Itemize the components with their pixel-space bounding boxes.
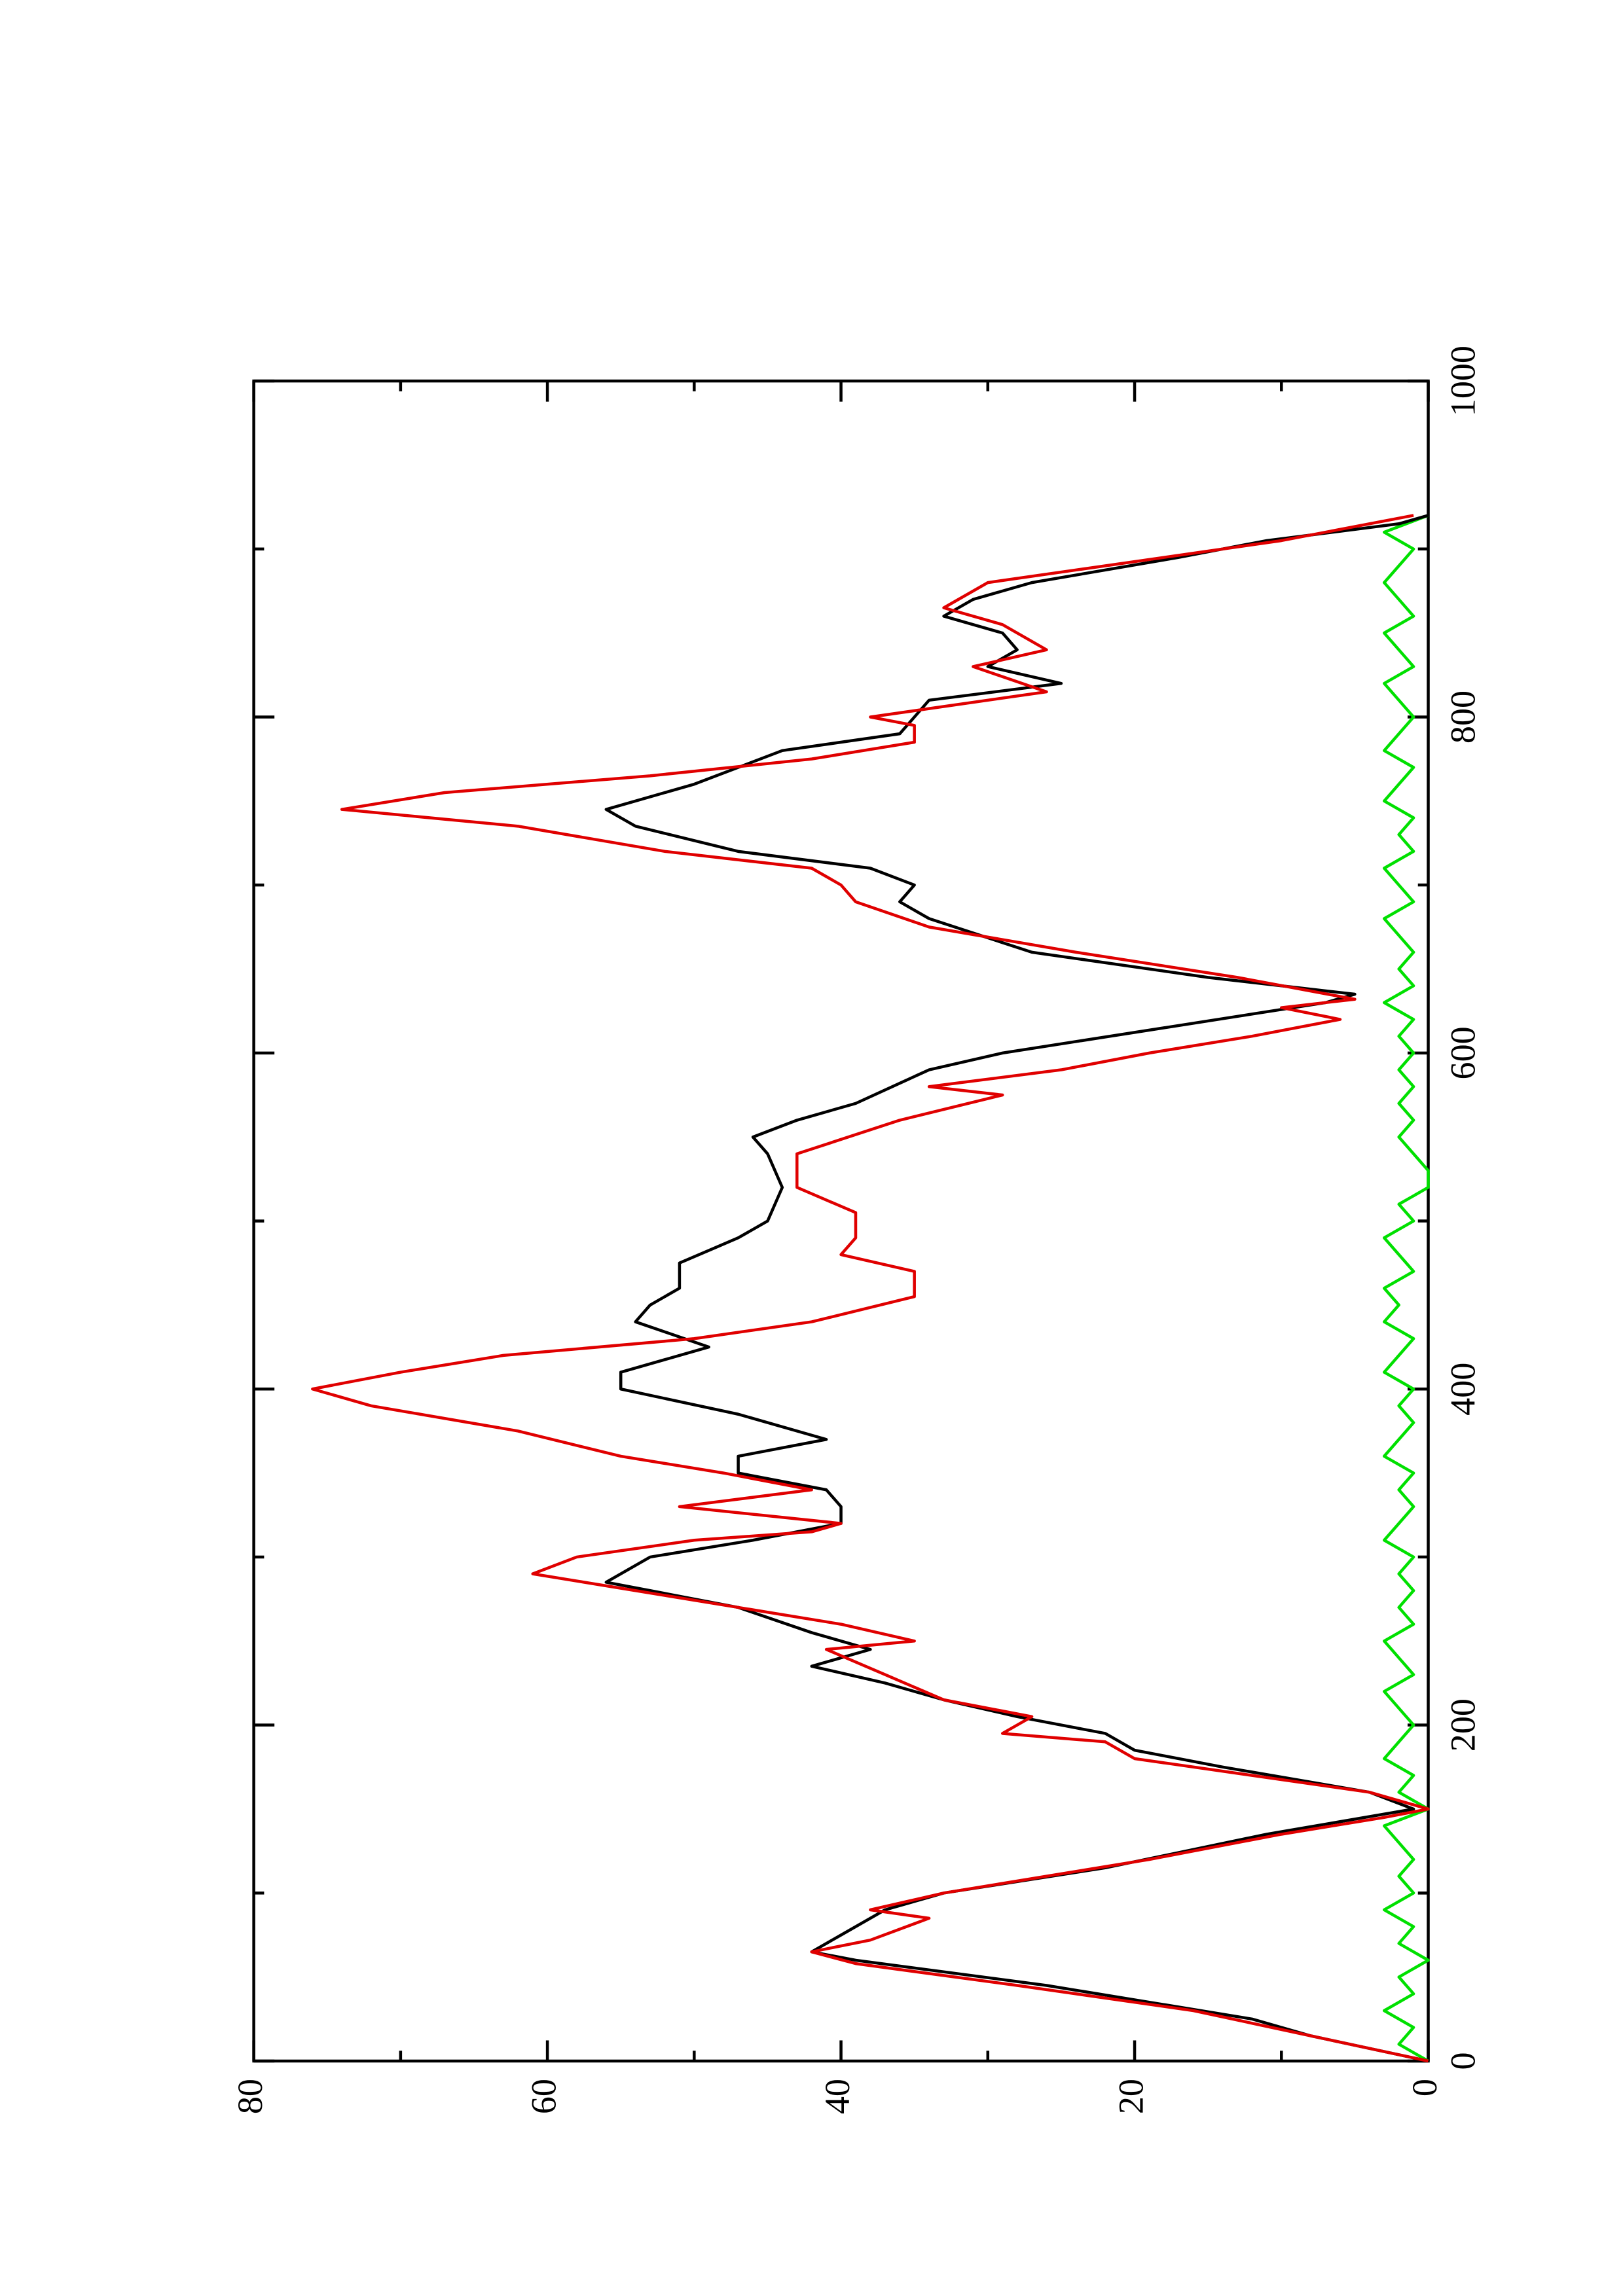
x-tick-label: 200 xyxy=(1444,1698,1483,1751)
x-tick-label: 600 xyxy=(1444,1026,1483,1079)
x-tick-label: 0 xyxy=(1444,2052,1483,2070)
plot-area: 0 200 400 600 800 1000 0 20 40 60 80 xyxy=(230,346,1482,2114)
x-tick-label: 1000 xyxy=(1444,346,1483,416)
series-line xyxy=(1382,514,1430,2062)
series-line xyxy=(604,514,1429,2063)
x-tick-label: 800 xyxy=(1444,691,1483,744)
plot-frame xyxy=(252,379,1430,2063)
y-tick-label: 40 xyxy=(818,2079,857,2114)
y-tick-label: 60 xyxy=(524,2079,564,2114)
y-tick-label: 80 xyxy=(230,2079,270,2114)
y-tick-label: 20 xyxy=(1111,2079,1150,2114)
y-tick-label: 0 xyxy=(1405,2079,1444,2096)
x-tick-label: 400 xyxy=(1444,1363,1483,1416)
series-line xyxy=(311,514,1430,2063)
